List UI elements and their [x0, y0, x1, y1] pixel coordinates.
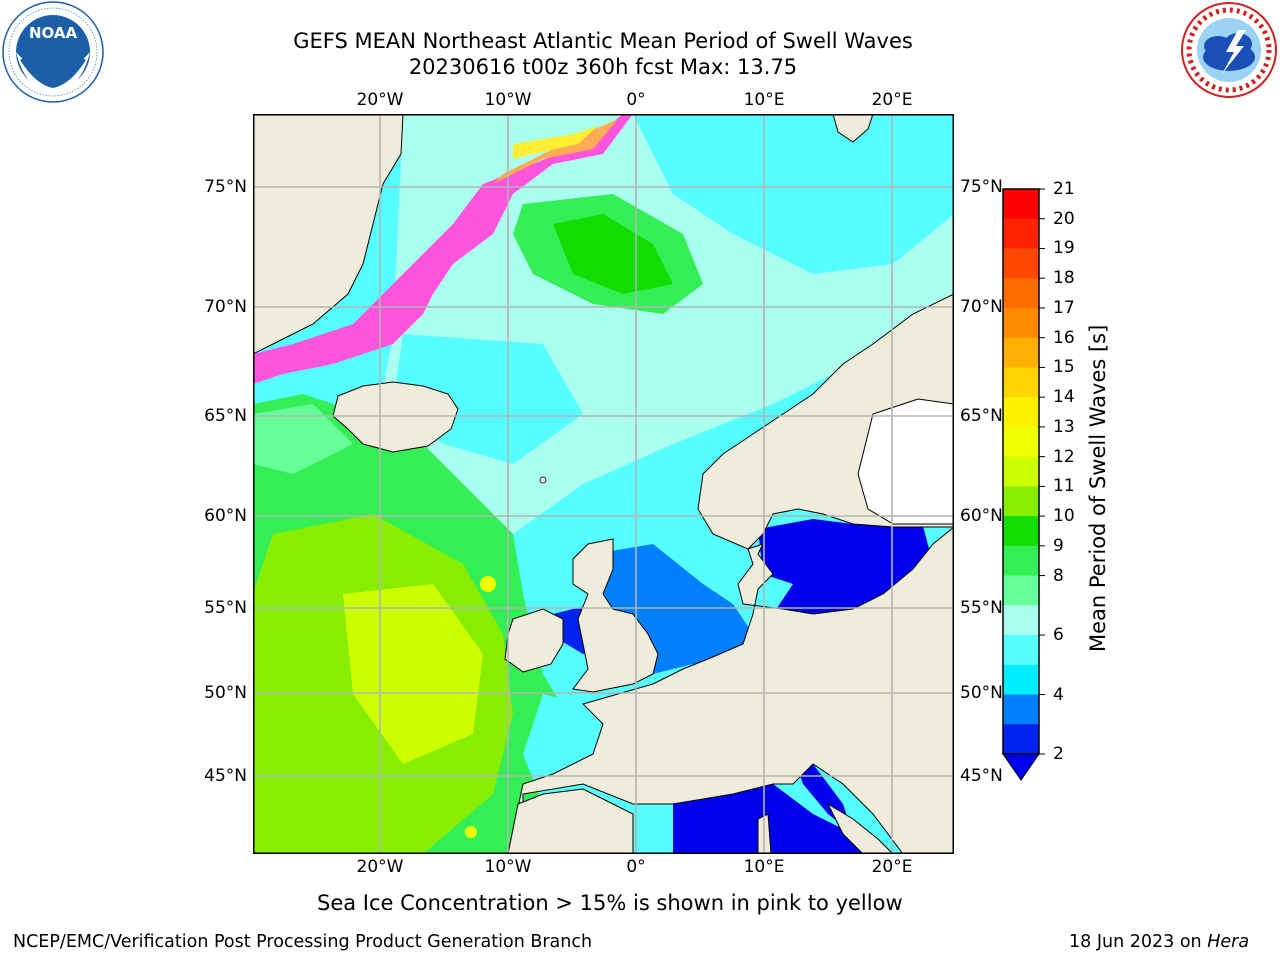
field-6-8s-arctic [633, 114, 954, 274]
lon-tick-bottom-10e: 10°E [743, 857, 785, 877]
lat-tick-left-75n: 75°N [204, 177, 247, 197]
colorbar-tick-label: 19 [1053, 238, 1075, 259]
greenland [253, 114, 404, 355]
colorbar-tick-label: 10 [1053, 506, 1075, 527]
colorbar-tick-label: 17 [1053, 297, 1075, 318]
lat-tick-right-55n: 55°N [960, 598, 1003, 618]
lat-tick-left-50n: 50°N [204, 683, 247, 703]
lat-tick-left-45n: 45°N [204, 766, 247, 786]
colorbar-tick-label: 6 [1053, 625, 1064, 646]
colorbar-tick-label: 18 [1053, 268, 1075, 289]
colorbar-swatch [1003, 397, 1039, 428]
field-14s-spot [480, 576, 496, 592]
colorbar-swatch [1003, 307, 1039, 339]
credit-date: 18 Jun 2023 on Hera [1069, 932, 1249, 952]
continental-europe [507, 526, 954, 854]
field-14s-spot-south [465, 826, 477, 838]
lon-tick-bottom-0: 0° [626, 857, 646, 877]
colorbar-tick-label: 4 [1053, 684, 1064, 705]
lat-tick-left-55n: 55°N [204, 598, 247, 618]
gulf-of-bothnia [857, 398, 954, 525]
colorbar-tick-label: 2 [1053, 744, 1064, 764]
nws-logo [1178, 0, 1280, 100]
sea-ice-yellow [513, 126, 598, 159]
lat-tick-left-65n: 65°N [204, 406, 247, 426]
faroe-islands [539, 476, 547, 484]
colorbar-tick-label: 8 [1053, 565, 1064, 586]
colorbar-swatch [1003, 367, 1039, 398]
colorbar-swatches [1002, 188, 1045, 781]
colorbar-swatch [1003, 486, 1039, 517]
lat-tick-right-70n: 70°N [960, 297, 1003, 317]
colorbar-swatch [1003, 456, 1039, 487]
svg-text:NOAA: NOAA [29, 24, 78, 42]
credit-date-text: 18 Jun 2023 on [1069, 932, 1208, 952]
lat-tick-left-70n: 70°N [204, 297, 247, 317]
credit-branch: NCEP/EMC/Verification Post Processing Pr… [13, 932, 593, 952]
colorbar-tick-label: 13 [1053, 416, 1075, 437]
lon-tick-top-10w: 10°W [484, 90, 532, 110]
colorbar-swatch [1003, 545, 1039, 577]
lat-tick-right-45n: 45°N [960, 766, 1003, 786]
colorbar-tick-label: 16 [1053, 327, 1075, 348]
noaa-logo: NOAA [0, 0, 106, 104]
chart-title: GEFS MEAN Northeast Atlantic Mean Period… [293, 29, 913, 53]
colorbar-swatch [1003, 278, 1039, 309]
graticule [253, 114, 954, 854]
colorbar-tick-label: 20 [1053, 208, 1075, 229]
colorbar-swatch [1003, 337, 1039, 368]
lat-tick-right-75n: 75°N [960, 177, 1003, 197]
credit-host: Hera [1207, 932, 1250, 952]
field-baltic [758, 519, 933, 624]
lat-tick-right-65n: 65°N [960, 406, 1003, 426]
colorbar-swatch [1003, 694, 1039, 725]
map-panel [253, 114, 954, 854]
lon-tick-top-20w: 20°W [356, 90, 404, 110]
colorbar-tick-label: 21 [1053, 179, 1075, 199]
field-11s-patch [553, 214, 673, 294]
lat-tick-left-60n: 60°N [204, 506, 247, 526]
lat-tick-right-60n: 60°N [960, 506, 1003, 526]
colorbar [1000, 186, 1050, 786]
field-9s-west [253, 404, 353, 474]
colorbar-title: Mean Period of Swell Waves [s] [1086, 324, 1110, 652]
colorbar-tick-label: 11 [1053, 476, 1075, 497]
sea-ice-note: Sea Ice Concentration > 15% is shown in … [317, 891, 903, 915]
lon-tick-top-20e: 20°E [871, 90, 913, 110]
lon-tick-top-0: 0° [626, 90, 646, 110]
lon-tick-bottom-20w: 20°W [356, 857, 404, 877]
colorbar-swatch [1003, 575, 1039, 606]
field-13s-west [343, 584, 483, 764]
swell-period-map [253, 114, 954, 854]
colorbar-tick-label: 9 [1053, 535, 1064, 556]
italy [826, 802, 894, 854]
lon-tick-top-10e: 10°E [743, 90, 785, 110]
colorbar-swatch [1003, 605, 1039, 636]
colorbar-swatch [1003, 516, 1039, 547]
iceland [332, 381, 459, 453]
colorbar-swatch [1003, 218, 1039, 249]
lon-tick-bottom-20e: 20°E [871, 857, 913, 877]
colorbar-extend-triangle [1002, 753, 1040, 781]
colorbar-swatch [1003, 664, 1039, 696]
colorbar-tick-label: 14 [1053, 387, 1075, 408]
colorbar-tick-label: 15 [1053, 357, 1075, 378]
sea-ice-edge [253, 114, 633, 384]
colorbar-swatch [1003, 426, 1039, 458]
colorbar-swatch [1003, 635, 1039, 666]
map-frame [253, 114, 954, 854]
colorbar-frame [1002, 188, 1040, 755]
lat-tick-right-50n: 50°N [960, 683, 1003, 703]
lon-tick-bottom-10w: 10°W [484, 857, 532, 877]
svalbard [832, 114, 874, 143]
colorbar-swatch [1003, 248, 1039, 279]
ireland [504, 608, 564, 673]
chart-subtitle: 20230616 t00z 360h fcst Max: 13.75 [408, 55, 798, 79]
colorbar-swatch [1003, 724, 1039, 755]
iberia [507, 788, 634, 854]
field-mediterranean [673, 784, 893, 854]
colorbar-swatch [1003, 189, 1039, 220]
colorbar-tick-label: 12 [1053, 446, 1075, 467]
